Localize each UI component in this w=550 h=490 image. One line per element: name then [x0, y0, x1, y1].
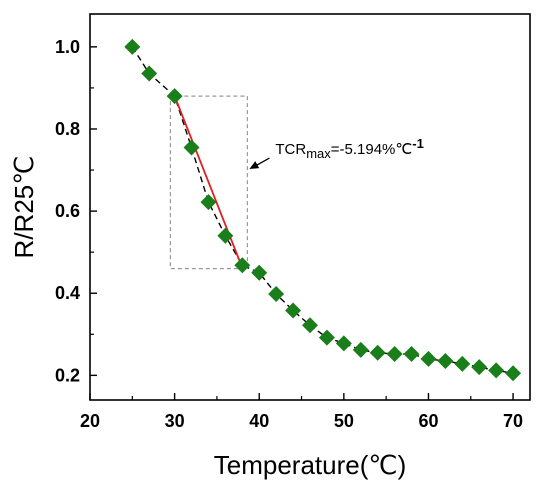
data-point	[386, 346, 403, 363]
x-tick-label: 50	[334, 411, 354, 431]
annotation-value: =-5.194%℃	[331, 141, 412, 158]
data-point	[302, 317, 318, 334]
x-tick-label: 20	[80, 411, 100, 431]
data-point	[352, 341, 369, 358]
highlight-box-layer	[169, 95, 248, 270]
data-point	[234, 257, 251, 274]
marker-layer	[124, 38, 522, 382]
data-point	[217, 227, 234, 244]
data-point	[471, 359, 488, 376]
data-point	[285, 302, 302, 319]
data-point	[369, 344, 386, 361]
highlight-box	[169, 95, 248, 270]
x-tick-label: 60	[418, 411, 438, 431]
y-tick-label: 0.6	[55, 201, 80, 221]
y-tick-label: 1.0	[55, 37, 80, 57]
data-point	[166, 88, 183, 105]
annotation-layer: TCRmax=-5.194%℃-1	[249, 136, 424, 170]
data-point	[403, 346, 420, 363]
fit-line-layer	[173, 95, 244, 269]
annotation-main: TCR	[275, 141, 306, 158]
data-point	[141, 65, 158, 82]
data-point	[268, 286, 285, 303]
y-tick-label: 0.8	[55, 119, 80, 139]
data-point	[200, 194, 217, 211]
y-tick-label: 0.4	[55, 283, 80, 303]
y-axis-title: R/R25℃	[9, 156, 39, 259]
series-line-layer	[131, 46, 514, 374]
data-point	[124, 38, 141, 55]
x-tick-layer: 20 30 40 50 60 70	[80, 393, 523, 431]
x-axis-title: Temperature(℃)	[214, 450, 406, 480]
fit-line	[173, 95, 244, 269]
series-line	[131, 46, 514, 374]
x-tick-label: 40	[249, 411, 269, 431]
data-point	[183, 139, 200, 156]
data-point	[420, 350, 437, 367]
y-tick-layer: 0.2 0.4 0.6 0.8 1.0	[55, 37, 97, 385]
data-point	[505, 365, 522, 382]
y-tick-label: 0.2	[55, 365, 80, 385]
annotation-arrowhead	[249, 161, 260, 170]
plot-frame	[89, 13, 531, 401]
x-tick-label: 30	[165, 411, 185, 431]
annotation-text: TCRmax=-5.194%℃-1	[275, 136, 423, 161]
data-point	[335, 335, 352, 352]
annotation-superscript: -1	[412, 136, 424, 151]
data-point	[488, 362, 505, 379]
data-point	[454, 355, 471, 372]
x-tick-label: 70	[503, 411, 523, 431]
data-point	[318, 329, 335, 346]
annotation-subscript: max	[306, 146, 331, 161]
data-point	[251, 264, 268, 281]
data-point	[437, 352, 454, 369]
